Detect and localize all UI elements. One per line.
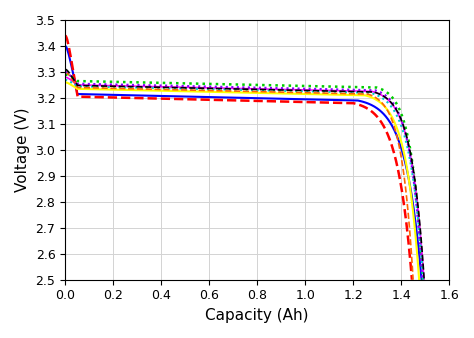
Y-axis label: Voltage (V): Voltage (V) [15,107,30,192]
X-axis label: Capacity (Ah): Capacity (Ah) [205,308,309,323]
